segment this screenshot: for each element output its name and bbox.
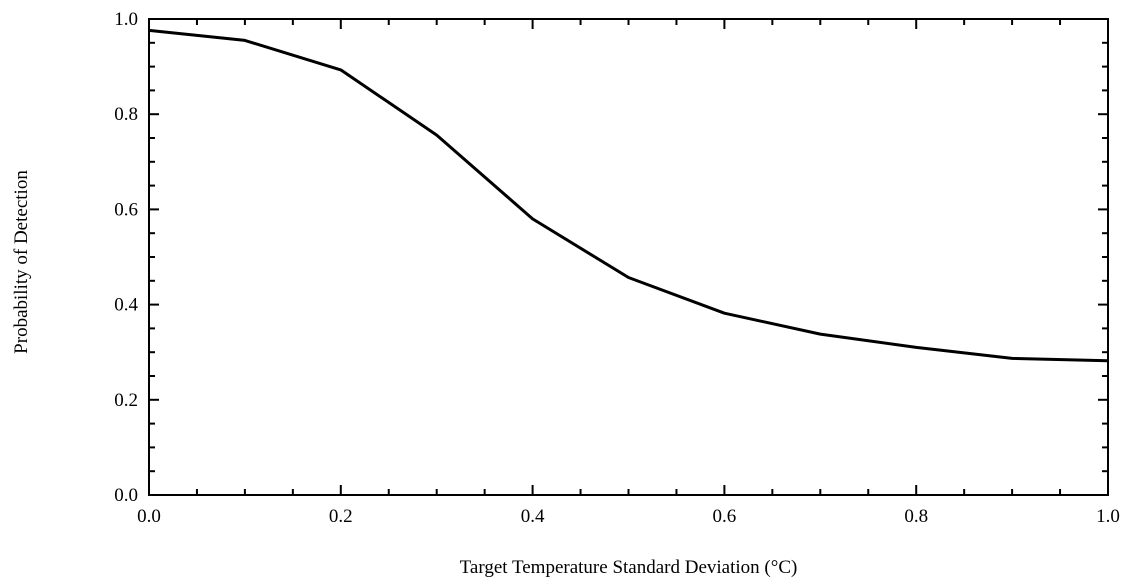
x-tick-label: 0.4 (521, 506, 545, 527)
y-tick-label: 0.0 (114, 485, 138, 506)
x-axis-title: Target Temperature Standard Deviation (°… (460, 557, 798, 578)
x-tick-label: 1.0 (1096, 506, 1120, 527)
y-tick-label: 0.4 (114, 295, 138, 316)
y-tick-labels: 0.0 0.2 0.4 0.6 0.8 1.0 (114, 9, 138, 506)
y-tick-label: 0.8 (114, 104, 138, 125)
y-tick-label: 0.2 (114, 390, 138, 411)
series-line (148, 28, 1109, 363)
series-group (148, 28, 1109, 363)
x-tick-label: 0.6 (713, 506, 737, 527)
x-tick-label: 0.0 (137, 506, 161, 527)
x-tick-label: 0.8 (904, 506, 928, 527)
axis-ticks (148, 18, 1109, 496)
y-axis-title: Probability of Detection (11, 170, 32, 354)
x-tick-label: 0.2 (329, 506, 353, 527)
y-tick-label: 1.0 (114, 9, 138, 30)
plot-frame (148, 18, 1109, 496)
y-tick-label: 0.6 (114, 199, 138, 220)
x-tick-labels: 0.0 0.2 0.4 0.6 0.8 1.0 (137, 506, 1120, 527)
